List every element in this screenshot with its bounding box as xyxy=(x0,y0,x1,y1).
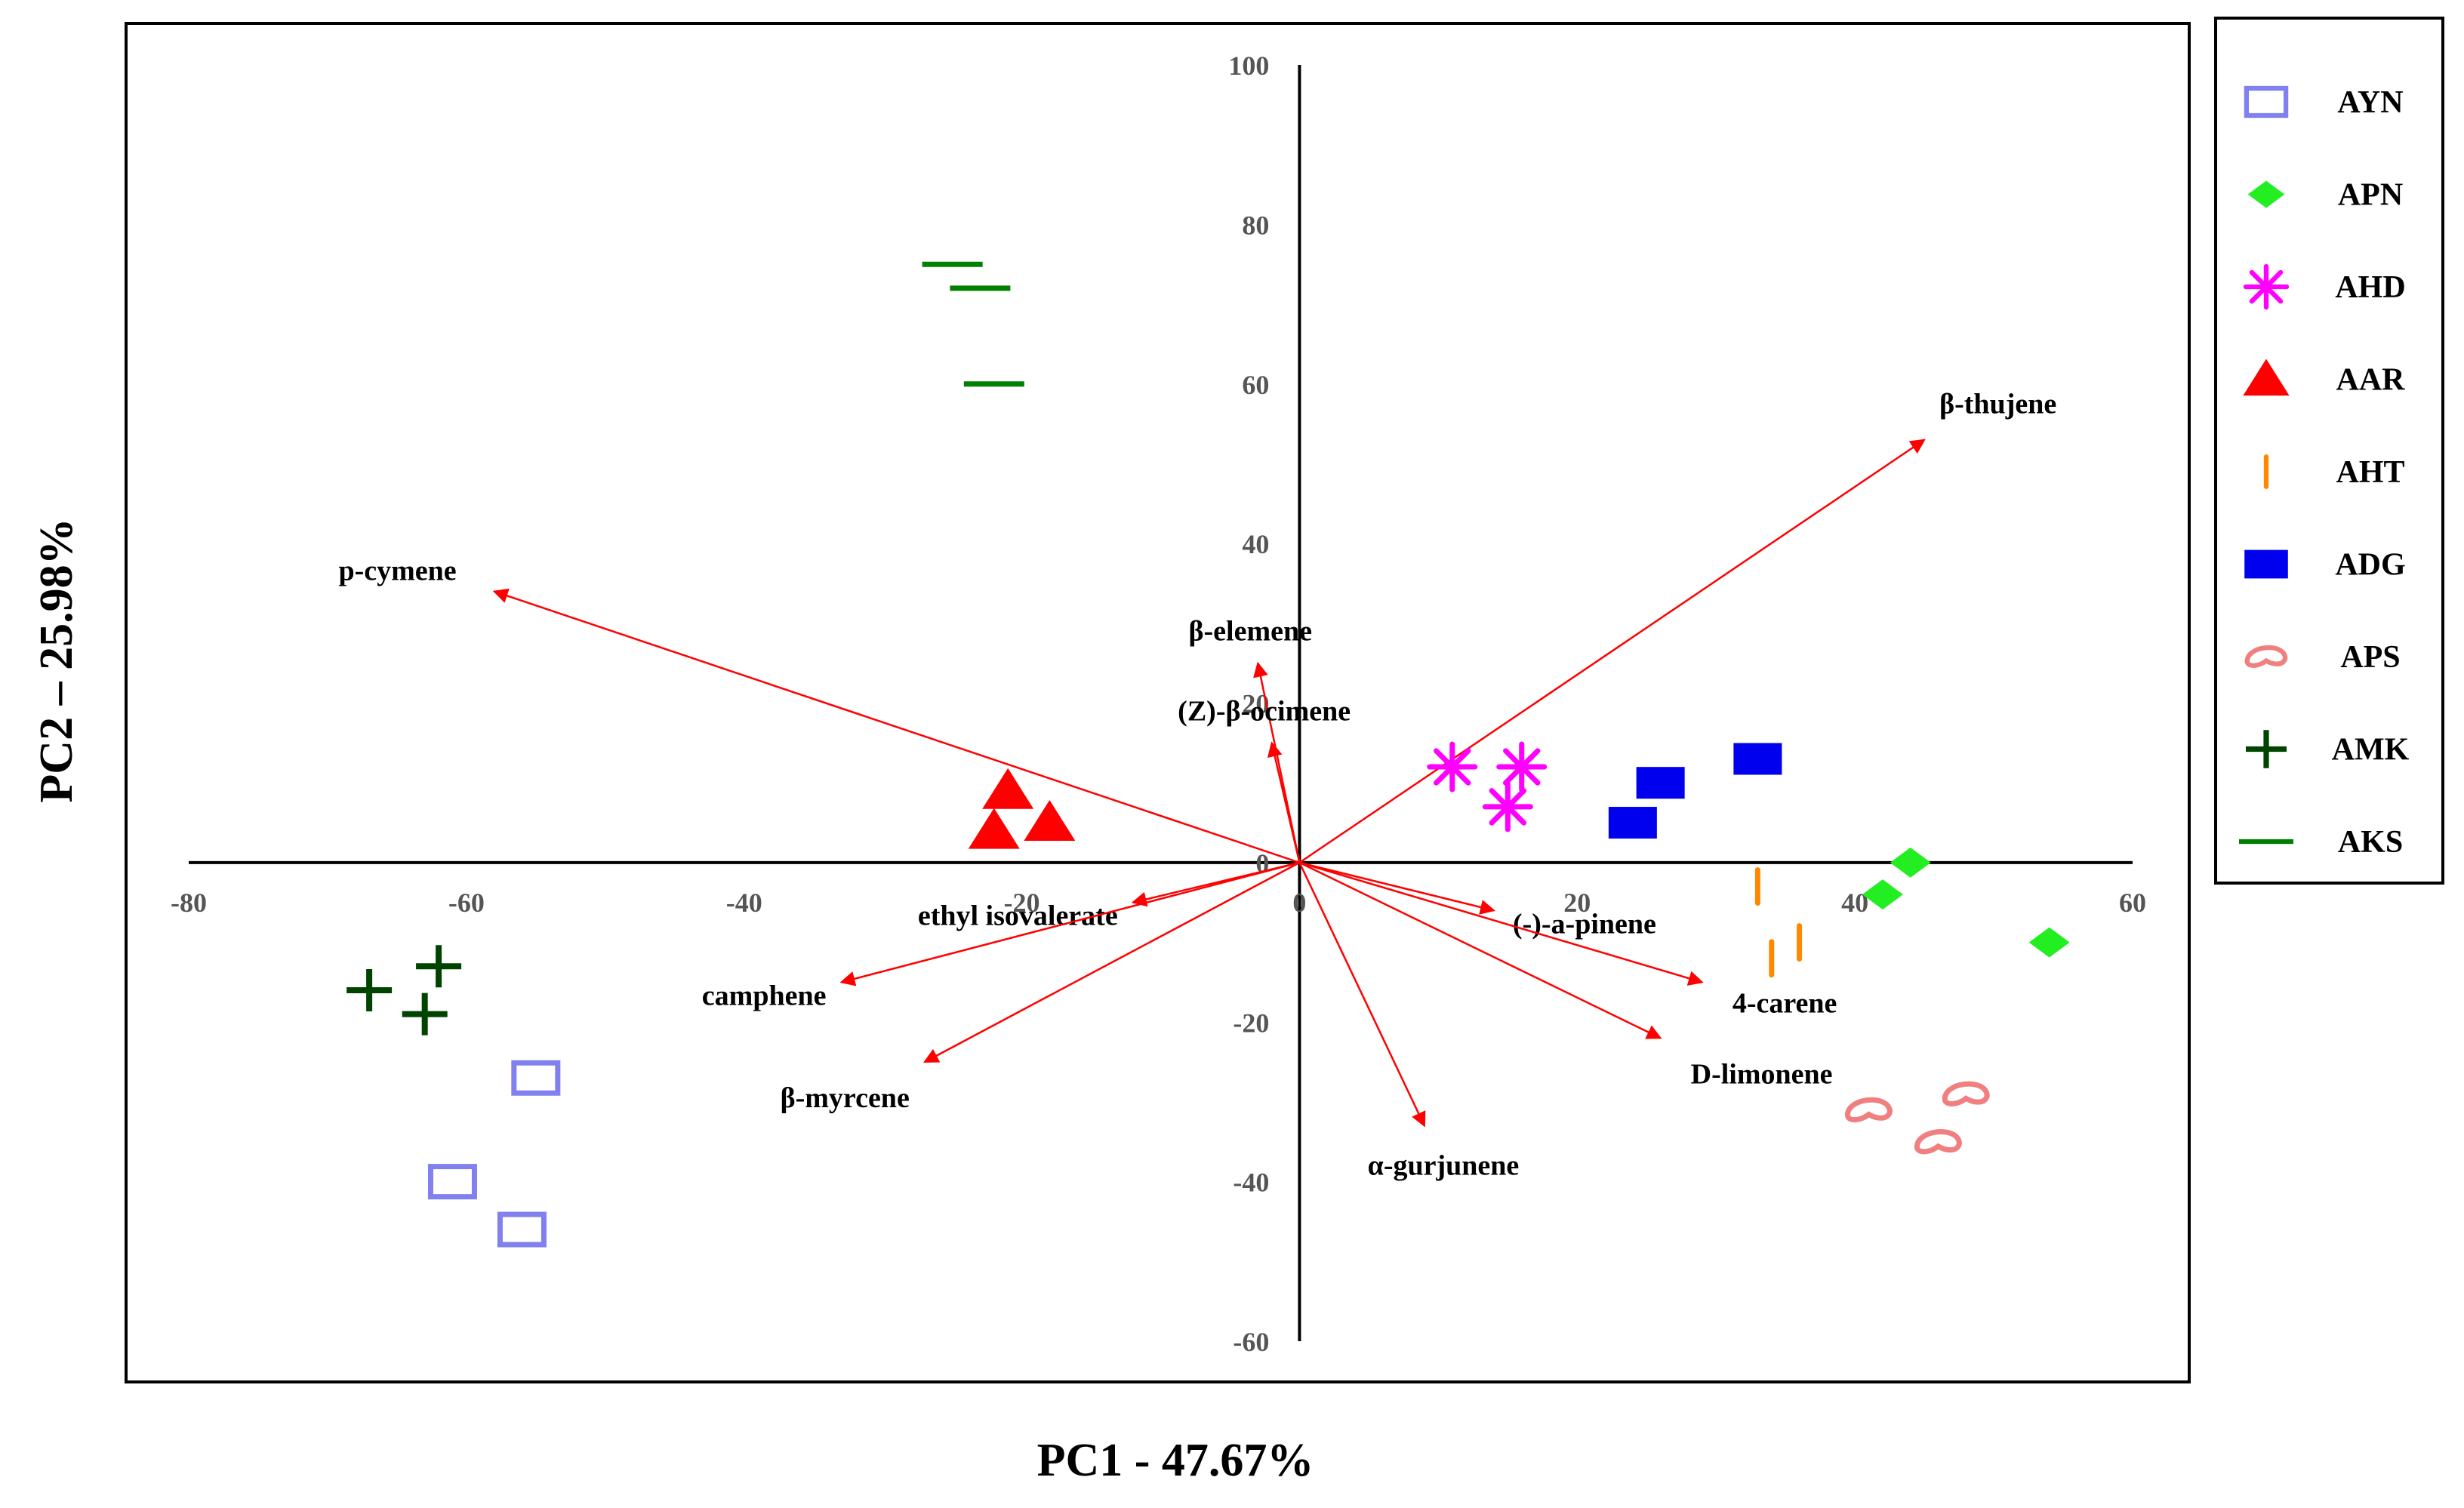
data-point xyxy=(346,968,393,1011)
data-point xyxy=(1636,767,1685,799)
data-point xyxy=(402,993,448,1036)
loading-arrow xyxy=(1298,862,1426,1128)
loading-arrow xyxy=(1299,861,1704,986)
y-tick-label: 60 xyxy=(1242,370,1269,400)
data-point xyxy=(968,808,1020,849)
plot-frame xyxy=(125,22,2191,1383)
x-tick-label: 20 xyxy=(1563,888,1591,918)
x-tick-label: 0 xyxy=(1292,888,1306,918)
y-tick-label: -60 xyxy=(1233,1327,1269,1357)
legend-label: APS xyxy=(2340,640,2400,675)
x-tick-label: -20 xyxy=(1004,888,1040,918)
legend-label: AKS xyxy=(2338,825,2403,860)
data-point xyxy=(416,945,462,988)
legend-label: AHD xyxy=(2335,270,2405,305)
loading-label: (-)-a-pinene xyxy=(1513,908,1656,940)
loading-arrow xyxy=(839,861,1300,986)
legend-label: AAR xyxy=(2336,363,2406,398)
x-tick-label: -60 xyxy=(448,888,485,918)
data-point xyxy=(1845,1097,1893,1123)
legend-marker xyxy=(2244,645,2288,668)
data-point xyxy=(982,768,1034,809)
loading-label: α-gurjunene xyxy=(1368,1150,1520,1182)
x-tick-label: -80 xyxy=(171,888,207,918)
loading-arrow xyxy=(492,588,1300,864)
data-point xyxy=(1733,743,1782,775)
data-point xyxy=(1496,741,1548,792)
legend-box xyxy=(2214,17,2444,885)
legend-marker xyxy=(2243,263,2290,310)
data-point xyxy=(1914,1129,1963,1155)
legend-label: AYN xyxy=(2337,85,2403,120)
x-tick-label: 60 xyxy=(2119,888,2146,918)
data-point xyxy=(497,1211,547,1248)
loading-label: 4-carene xyxy=(1732,987,1837,1019)
loading-label: β-thujene xyxy=(1939,389,2056,420)
data-point xyxy=(1890,847,1931,878)
loading-label: (Z)-β-ocimene xyxy=(1178,695,1351,727)
data-point xyxy=(511,1060,561,1096)
y-tick-label: 40 xyxy=(1242,529,1269,559)
legend-label: APN xyxy=(2338,178,2403,213)
data-point xyxy=(1862,879,1903,910)
data-point xyxy=(1482,781,1533,832)
data-point xyxy=(1608,807,1657,839)
data-point xyxy=(427,1164,477,1200)
legend-label: AMK xyxy=(2332,733,2410,768)
x-tick-label: 40 xyxy=(1841,888,1868,918)
y-tick-label: -20 xyxy=(1233,1008,1269,1038)
legend-label: AHT xyxy=(2336,455,2404,490)
y-axis-title: PC2 – 25.98% xyxy=(31,518,82,802)
loading-arrow xyxy=(1267,741,1301,863)
loading-label: β-elemene xyxy=(1189,616,1313,648)
loading-label: D-limonene xyxy=(1691,1058,1833,1090)
legend-marker xyxy=(2243,359,2290,396)
x-tick-label: -40 xyxy=(726,888,762,918)
y-tick-label: 100 xyxy=(1228,51,1269,81)
legend-label: ADG xyxy=(2335,548,2405,583)
loading-arrow xyxy=(1299,861,1495,915)
loading-label: camphene xyxy=(702,980,827,1011)
y-tick-label: 80 xyxy=(1242,210,1269,240)
x-axis-title: PC1 - 47.67% xyxy=(1037,1435,1314,1486)
loading-arrow xyxy=(1298,861,1662,1039)
loading-arrow xyxy=(1298,439,1926,863)
data-point xyxy=(1024,800,1076,842)
data-point xyxy=(1427,741,1478,792)
legend-marker xyxy=(2247,180,2285,208)
data-point xyxy=(2028,927,2070,958)
y-tick-label: -40 xyxy=(1233,1168,1269,1198)
loading-arrow xyxy=(923,861,1301,1063)
legend-marker xyxy=(2244,549,2288,579)
loading-label: β-myrcene xyxy=(781,1082,910,1114)
loading-label: ethyl isovalerate xyxy=(918,900,1118,932)
legend-marker xyxy=(2246,730,2287,768)
data-point xyxy=(1942,1081,1990,1106)
loading-label: p-cymene xyxy=(338,555,456,587)
legend-marker xyxy=(2244,85,2289,118)
